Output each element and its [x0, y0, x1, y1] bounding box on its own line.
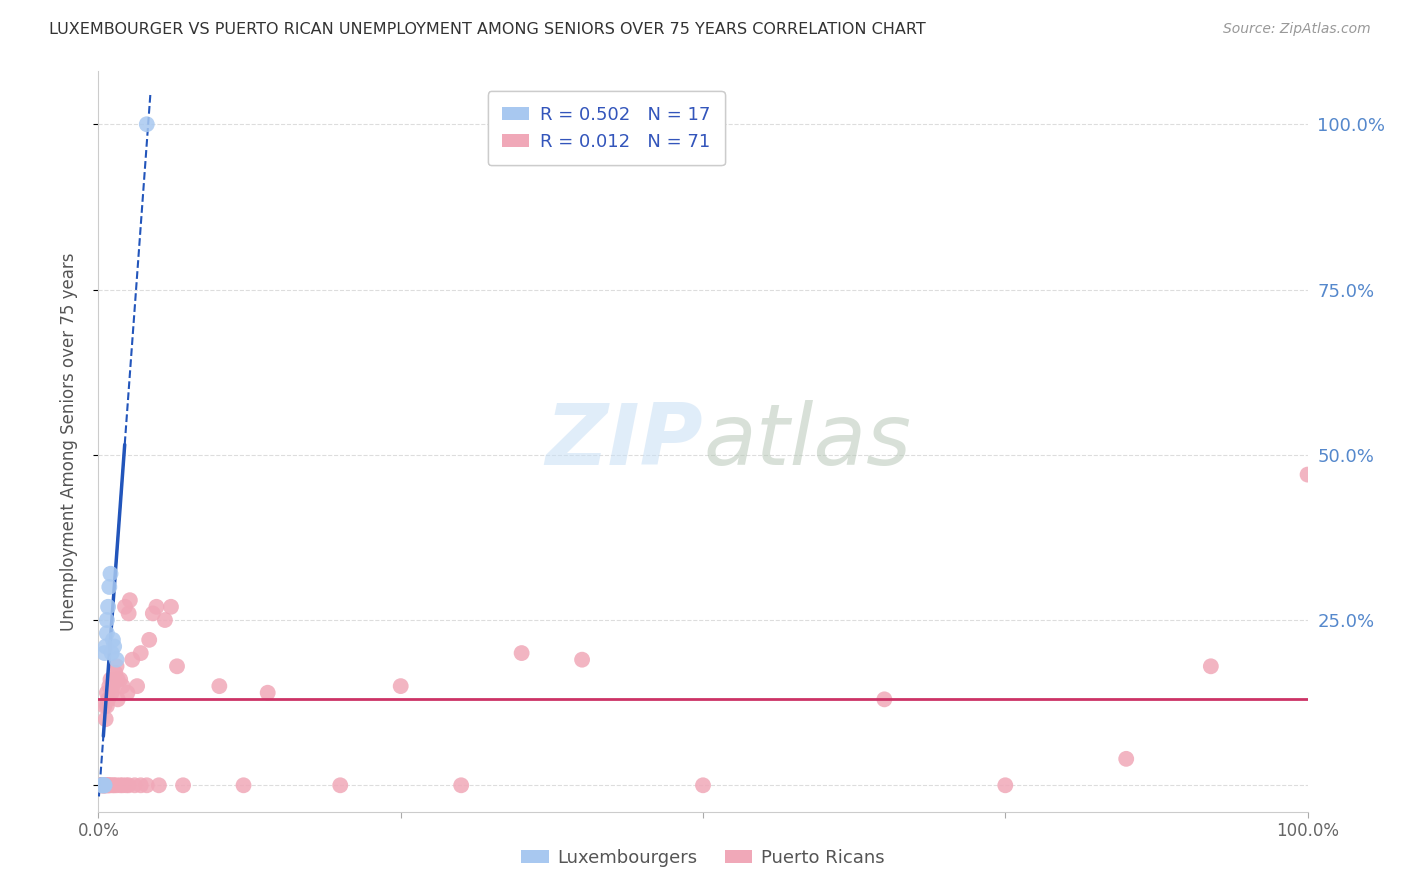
- Point: [510, 646, 533, 660]
- Point: [93, 646, 115, 660]
- Point: [1115, 752, 1137, 766]
- Legend: Luxembourgers, Puerto Ricans: Luxembourgers, Puerto Ricans: [515, 842, 891, 874]
- Point: [93, 778, 115, 792]
- Point: [100, 673, 122, 687]
- Point: [1296, 467, 1319, 482]
- Point: [118, 778, 141, 792]
- Point: [111, 679, 134, 693]
- Point: [107, 673, 129, 687]
- Point: [98, 778, 121, 792]
- Point: [450, 778, 472, 792]
- Point: [93, 778, 115, 792]
- Point: [97, 692, 120, 706]
- Text: atlas: atlas: [703, 400, 911, 483]
- Point: [994, 778, 1017, 792]
- Legend: R = 0.502   N = 17, R = 0.012   N = 71: R = 0.502 N = 17, R = 0.012 N = 71: [488, 92, 725, 165]
- Point: [91, 778, 114, 792]
- Point: [124, 778, 146, 792]
- Point: [94, 640, 117, 654]
- Point: [107, 692, 129, 706]
- Point: [97, 778, 120, 792]
- Point: [692, 778, 714, 792]
- Point: [129, 778, 152, 792]
- Point: [94, 778, 117, 792]
- Point: [91, 778, 114, 792]
- Point: [160, 599, 183, 614]
- Point: [127, 679, 149, 693]
- Point: [96, 626, 118, 640]
- Point: [105, 653, 128, 667]
- Point: [93, 778, 115, 792]
- Point: [1199, 659, 1222, 673]
- Point: [93, 778, 115, 792]
- Point: [101, 778, 124, 792]
- Point: [96, 686, 118, 700]
- Point: [117, 686, 139, 700]
- Point: [108, 778, 131, 792]
- Point: [129, 646, 152, 660]
- Point: [121, 653, 143, 667]
- Point: [96, 698, 118, 713]
- Point: [103, 778, 125, 792]
- Point: [91, 778, 114, 792]
- Point: [138, 632, 160, 647]
- Text: ZIP: ZIP: [546, 400, 703, 483]
- Point: [93, 778, 115, 792]
- Point: [96, 613, 118, 627]
- Point: [389, 679, 412, 693]
- Point: [256, 686, 278, 700]
- Point: [104, 665, 127, 680]
- Point: [208, 679, 231, 693]
- Point: [105, 659, 128, 673]
- Point: [94, 778, 117, 792]
- Point: [103, 673, 125, 687]
- Point: [91, 778, 114, 792]
- Point: [166, 659, 188, 673]
- Point: [91, 778, 114, 792]
- Point: [100, 646, 122, 660]
- Point: [97, 599, 120, 614]
- Point: [135, 117, 157, 131]
- Point: [98, 580, 121, 594]
- Point: [96, 778, 118, 792]
- Point: [115, 778, 138, 792]
- Point: [145, 599, 167, 614]
- Point: [142, 607, 165, 621]
- Point: [118, 607, 141, 621]
- Point: [93, 778, 115, 792]
- Point: [172, 778, 194, 792]
- Point: [101, 679, 124, 693]
- Point: [873, 692, 896, 706]
- Point: [97, 778, 120, 792]
- Point: [100, 566, 122, 581]
- Point: [114, 599, 136, 614]
- Point: [153, 613, 176, 627]
- Point: [94, 712, 117, 726]
- Point: [329, 778, 352, 792]
- Point: [232, 778, 254, 792]
- Point: [571, 653, 593, 667]
- Text: Source: ZipAtlas.com: Source: ZipAtlas.com: [1223, 22, 1371, 37]
- Point: [91, 778, 114, 792]
- Point: [98, 679, 121, 693]
- Point: [101, 632, 124, 647]
- Point: [105, 778, 128, 792]
- Point: [90, 778, 112, 792]
- Text: LUXEMBOURGER VS PUERTO RICAN UNEMPLOYMENT AMONG SENIORS OVER 75 YEARS CORRELATIO: LUXEMBOURGER VS PUERTO RICAN UNEMPLOYMEN…: [49, 22, 927, 37]
- Point: [135, 778, 157, 792]
- Point: [91, 778, 114, 792]
- Point: [103, 640, 125, 654]
- Point: [148, 778, 170, 792]
- Y-axis label: Unemployment Among Seniors over 75 years: Unemployment Among Seniors over 75 years: [59, 252, 77, 631]
- Point: [118, 593, 141, 607]
- Point: [111, 778, 134, 792]
- Point: [100, 686, 122, 700]
- Point: [93, 698, 115, 713]
- Point: [108, 673, 131, 687]
- Point: [100, 778, 122, 792]
